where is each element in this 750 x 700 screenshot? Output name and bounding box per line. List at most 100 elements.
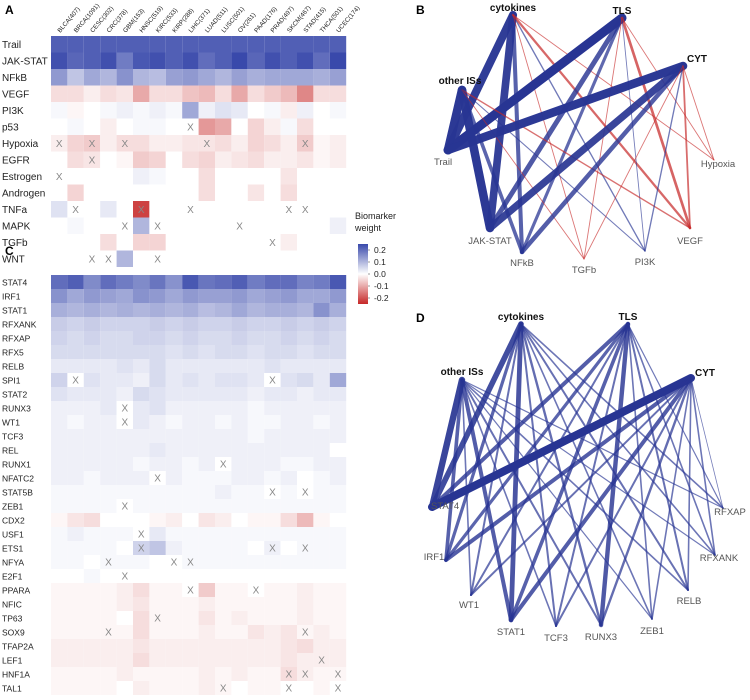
cell-ets1-11 — [231, 541, 248, 555]
cell-wnt-9 — [198, 250, 215, 267]
cell-pi3k-1 — [67, 102, 84, 119]
cell-relb-6 — [149, 359, 166, 373]
edge-other-iss-relb — [461, 379, 689, 591]
x-mark: X — [56, 139, 63, 150]
cell-rfx5-15 — [297, 345, 314, 359]
cell-rel-13 — [264, 443, 281, 457]
cell-tp63-17 — [329, 611, 347, 625]
cell-trail-2 — [83, 36, 101, 53]
cell-tgfb-2 — [83, 234, 101, 251]
edge-cyt-trail — [443, 61, 688, 155]
cell-nfkb-16 — [313, 69, 330, 86]
cell-ets1-0 — [51, 541, 68, 555]
cell-p53-0 — [51, 118, 68, 135]
cell-pi3k-0 — [51, 102, 68, 119]
cell-ets1-3 — [100, 541, 117, 555]
x-mark: X — [154, 221, 161, 232]
cell-nfic-9 — [198, 597, 215, 611]
cell-tp63-0 — [51, 611, 68, 625]
node-label-cyt: CYT — [695, 368, 715, 379]
node-label-tls: TLS — [613, 6, 632, 17]
cell-usf1-13 — [264, 527, 281, 541]
cell-usf1-15 — [297, 527, 314, 541]
cell-trail-17 — [329, 36, 347, 53]
cell-ets1-16 — [313, 541, 330, 555]
cell-vegf-16 — [313, 85, 330, 102]
cell-tnfa-11 — [231, 201, 248, 218]
cell-pi3k-16 — [313, 102, 330, 119]
x-mark: X — [105, 558, 112, 569]
cell-usf1-14 — [280, 527, 297, 541]
cell-p53-5 — [133, 118, 150, 135]
cell-e2f1-13 — [264, 569, 281, 583]
x-mark: X — [72, 205, 79, 216]
cell-wt1-16 — [313, 415, 330, 429]
cell-ppara-3 — [100, 583, 117, 597]
cell-p53-15 — [297, 118, 314, 135]
cell-vegf-2 — [83, 85, 101, 102]
cell-relb-15 — [297, 359, 314, 373]
cell-tp63-15 — [297, 611, 314, 625]
cell-runx3-13 — [264, 401, 281, 415]
cell-tfap2a-3 — [100, 639, 117, 653]
cell-trail-10 — [215, 36, 232, 53]
cell-stat2-13 — [264, 387, 281, 401]
cell-zeb1-12 — [247, 499, 265, 513]
cell-tal1-15 — [297, 681, 314, 695]
cell-cdx2-10 — [215, 513, 232, 527]
cell-runx1-10 — [215, 457, 232, 471]
cell-wt1-9 — [198, 415, 215, 429]
x-mark: X — [56, 172, 63, 183]
cell-tal1-2 — [83, 681, 101, 695]
cell-cdx2-9 — [198, 513, 215, 527]
x-mark: X — [154, 614, 161, 625]
cell-usf1-5 — [133, 527, 150, 541]
cell-nfkb-8 — [182, 69, 199, 86]
cell-nfic-4 — [116, 597, 133, 611]
edge-cyt-vegf — [682, 65, 691, 229]
cell-nfya-9 — [198, 555, 215, 569]
cell-egfr-0 — [51, 151, 68, 168]
cell-runx3-12 — [247, 401, 265, 415]
cell-nfya-4 — [116, 555, 133, 569]
cell-cdx2-6 — [149, 513, 166, 527]
cell-stat5b-17 — [329, 485, 347, 499]
cell-ets1-13 — [264, 541, 281, 555]
cell-rfxap-8 — [182, 331, 199, 345]
cell-stat2-14 — [280, 387, 297, 401]
cell-runx3-2 — [83, 401, 101, 415]
cell-nfkb-14 — [280, 69, 297, 86]
cell-e2f1-7 — [165, 569, 183, 583]
cell-estrogen-3 — [100, 168, 117, 185]
cell-runx3-1 — [67, 401, 84, 415]
node-label-tgfb: TGFb — [572, 265, 596, 276]
cell-stat4-12 — [247, 275, 265, 289]
cell-androgen-15 — [297, 184, 314, 201]
cell-jak-stat-4 — [116, 52, 133, 69]
cell-spi1-15 — [297, 373, 314, 387]
cell-sox9-11 — [231, 625, 248, 639]
node-label-cytokines: cytokines — [498, 312, 545, 323]
cell-mapk-11 — [231, 217, 248, 234]
cell-rfxap-4 — [116, 331, 133, 345]
cell-e2f1-0 — [51, 569, 68, 583]
cell-rfxap-6 — [149, 331, 166, 345]
cell-mapk-1 — [67, 217, 84, 234]
cell-tcf3-15 — [297, 429, 314, 443]
cell-relb-17 — [329, 359, 347, 373]
cell-stat1-4 — [116, 303, 133, 317]
cell-runx1-6 — [149, 457, 166, 471]
cell-androgen-13 — [264, 184, 281, 201]
x-mark: X — [302, 628, 309, 639]
cell-stat5b-2 — [83, 485, 101, 499]
edge-cyt-tcf3 — [555, 377, 692, 627]
cell-ppara-7 — [165, 583, 183, 597]
cell-stat4-4 — [116, 275, 133, 289]
cell-rfx5-16 — [313, 345, 330, 359]
cell-usf1-4 — [116, 527, 133, 541]
cell-lef1-1 — [67, 653, 84, 667]
cell-pi3k-7 — [165, 102, 183, 119]
row-label-rfxank: RFXANK — [2, 320, 37, 330]
cell-hnf1a-3 — [100, 667, 117, 681]
